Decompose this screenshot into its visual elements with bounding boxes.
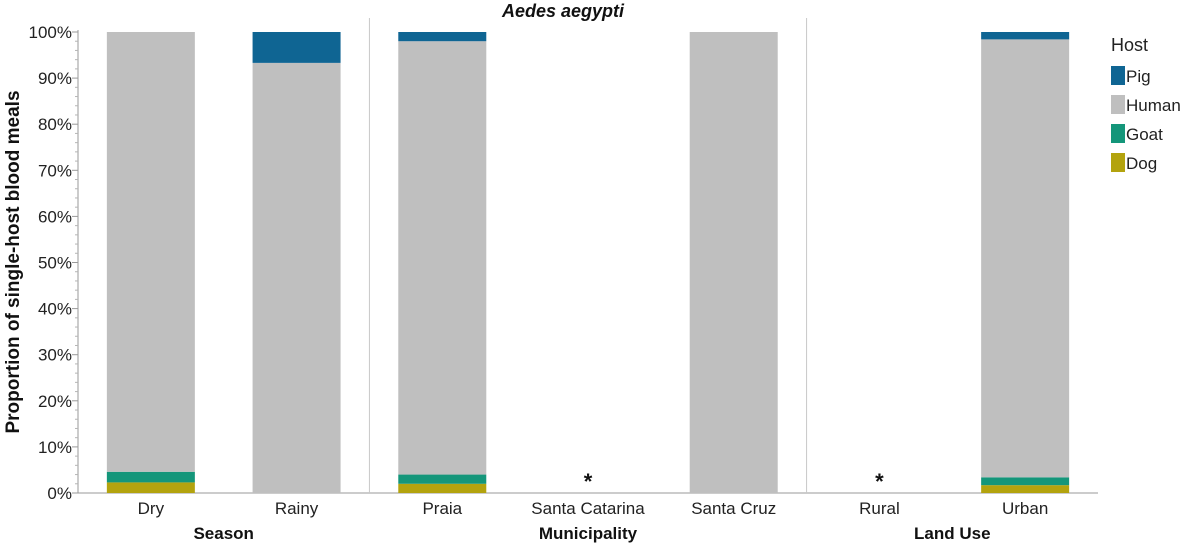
legend-label-human: Human	[1126, 96, 1181, 115]
x-tick-label-praia: Praia	[422, 499, 462, 518]
group-label-season: Season	[193, 524, 253, 543]
bar-dry-human	[106, 32, 195, 472]
legend-swatch-dog	[1111, 153, 1125, 172]
legend: Host Pig Human Goat Dog	[1111, 35, 1181, 173]
x-tick-label-santa-cruz: Santa Cruz	[691, 499, 776, 518]
bar-rainy-pig	[252, 32, 341, 63]
bar-praia-goat	[398, 474, 487, 484]
y-tick-label: 90%	[38, 69, 72, 88]
y-tick-label: 40%	[38, 300, 72, 319]
chart-title: Aedes aegypti	[501, 1, 625, 21]
bar-urban-human	[981, 39, 1070, 478]
y-tick-label: 20%	[38, 392, 72, 411]
x-tick-label-rainy: Rainy	[275, 499, 319, 518]
annotation-santa-catarina: *	[584, 469, 593, 494]
legend-swatch-goat	[1111, 124, 1125, 143]
legend-title: Host	[1111, 35, 1148, 55]
y-axis-label: Proportion of single-host blood meals	[3, 90, 24, 433]
y-tick-label: 30%	[38, 346, 72, 365]
x-tick-label-rural: Rural	[859, 499, 900, 518]
axes: 0% 10% 20% 30% 40% 50% 60% 70% 80% 90% 100%	[29, 18, 1098, 503]
bar-dry-goat	[106, 471, 195, 483]
x-tick-label-dry: Dry	[138, 499, 165, 518]
y-tick-label: 10%	[38, 438, 72, 457]
legend-swatch-pig	[1111, 66, 1125, 85]
legend-swatch-human	[1111, 95, 1125, 114]
group-label-municipality: Municipality	[539, 524, 638, 543]
annotation-rural: *	[875, 469, 884, 494]
bars: * *	[106, 32, 1070, 494]
x-tick-label-santa-catarina: Santa Catarina	[531, 499, 645, 518]
bar-dry-dog	[106, 482, 195, 493]
legend-label-pig: Pig	[1126, 67, 1151, 86]
bar-urban-goat	[981, 477, 1070, 486]
bar-rainy-human	[252, 62, 341, 494]
bar-praia-human	[398, 41, 487, 475]
group-label-land-use: Land Use	[914, 524, 991, 543]
y-tick-label: 0%	[47, 484, 72, 503]
bar-urban-dog	[981, 485, 1070, 493]
bar-praia-pig	[398, 32, 487, 42]
legend-label-dog: Dog	[1126, 154, 1157, 173]
x-axis-labels: Season Municipality Land Use Dry Rainy Praia S…	[138, 499, 1049, 543]
bar-santa-cruz-human	[689, 32, 778, 493]
legend-label-goat: Goat	[1126, 125, 1163, 144]
y-tick-label: 70%	[38, 161, 72, 180]
y-tick-label: 80%	[38, 115, 72, 134]
bar-urban-pig	[981, 32, 1070, 40]
y-tick-label: 50%	[38, 254, 72, 273]
y-tick-label: 60%	[38, 207, 72, 226]
bar-praia-dog	[398, 483, 487, 493]
y-tick-label: 100%	[29, 23, 72, 42]
x-tick-label-urban: Urban	[1002, 499, 1048, 518]
